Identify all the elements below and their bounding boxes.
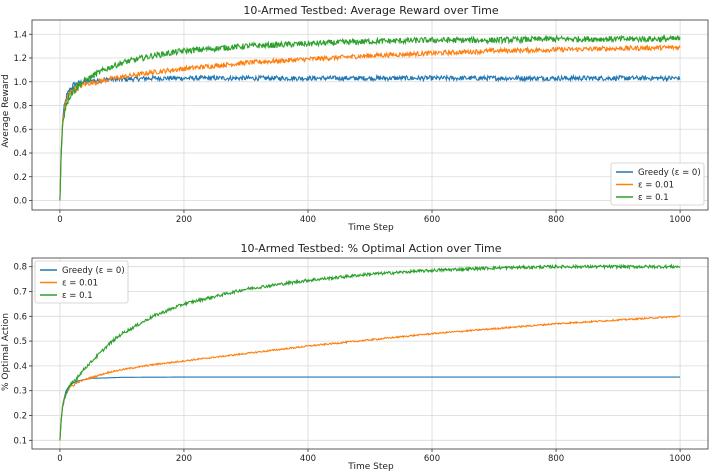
x-tick-label: 400 bbox=[300, 215, 316, 225]
x-tick-label: 800 bbox=[548, 215, 564, 225]
y-tick-label: 0.5 bbox=[13, 337, 27, 347]
series-line-0 bbox=[59, 376, 681, 441]
x-axis-label: Time Step bbox=[347, 462, 394, 472]
chart-average-reward: 10-Armed Testbed: Average Reward over Ti… bbox=[1, 4, 709, 233]
y-tick-label: 0.4 bbox=[13, 149, 27, 159]
legend-box bbox=[610, 162, 705, 206]
y-tick-label: 0.8 bbox=[13, 263, 27, 273]
y-tick-label: 0.4 bbox=[13, 362, 27, 372]
x-tick-label: 600 bbox=[424, 454, 440, 464]
legend-label: ε = 0.1 bbox=[638, 193, 669, 203]
chart-optimal-action: 10-Armed Testbed: % Optimal Action over … bbox=[1, 242, 709, 472]
y-tick-label: 0.3 bbox=[13, 387, 27, 397]
x-tick-label: 0 bbox=[57, 454, 62, 464]
series-line-1 bbox=[59, 315, 681, 441]
legend: Greedy (ε = 0) ε = 0.01 ε = 0.1 bbox=[610, 162, 705, 206]
y-axis-label: % Optimal Action bbox=[1, 313, 11, 391]
y-tick-label: 0.7 bbox=[13, 287, 27, 297]
x-tick-label: 800 bbox=[548, 454, 564, 464]
legend-label: Greedy (ε = 0) bbox=[62, 266, 125, 276]
y-tick-label: 0.6 bbox=[13, 312, 27, 322]
chart-title: 10-Armed Testbed: Average Reward over Ti… bbox=[243, 4, 498, 17]
x-tick-label: 0 bbox=[57, 215, 62, 225]
legend-label: ε = 0.01 bbox=[638, 181, 674, 191]
y-tick-label: 1.0 bbox=[13, 78, 27, 88]
chart-title: 10-Armed Testbed: % Optimal Action over … bbox=[241, 242, 502, 255]
legend-label: Greedy (ε = 0) bbox=[638, 168, 701, 178]
x-tick-label: 1000 bbox=[669, 215, 691, 225]
y-tick-label: 0.2 bbox=[13, 412, 27, 422]
y-tick-label: 0.8 bbox=[13, 102, 27, 112]
y-tick-label: 1.4 bbox=[13, 30, 27, 40]
series-line-1 bbox=[59, 44, 681, 201]
legend-label: ε = 0.1 bbox=[62, 291, 93, 301]
y-tick-label: 0.0 bbox=[13, 197, 27, 207]
series-line-2 bbox=[59, 34, 681, 201]
series-line-2 bbox=[59, 263, 681, 441]
series-line-0 bbox=[59, 73, 681, 201]
plot-frame bbox=[31, 257, 709, 450]
legend: Greedy (ε = 0) ε = 0.01 ε = 0.1 bbox=[34, 260, 129, 304]
x-axis-label: Time Step bbox=[347, 223, 394, 233]
x-tick-label: 600 bbox=[424, 215, 440, 225]
x-tick-label: 400 bbox=[300, 454, 316, 464]
plot-frame bbox=[31, 19, 709, 211]
y-tick-label: 0.1 bbox=[13, 436, 27, 446]
y-tick-label: 0.6 bbox=[13, 125, 27, 135]
x-tick-label: 200 bbox=[176, 215, 192, 225]
x-tick-label: 200 bbox=[176, 454, 192, 464]
y-tick-label: 1.2 bbox=[13, 54, 27, 64]
x-tick-label: 1000 bbox=[669, 454, 691, 464]
legend-box bbox=[34, 260, 129, 304]
y-axis-label: Average Reward bbox=[1, 74, 11, 147]
y-tick-label: 0.2 bbox=[13, 173, 27, 183]
legend-label: ε = 0.01 bbox=[62, 279, 98, 289]
